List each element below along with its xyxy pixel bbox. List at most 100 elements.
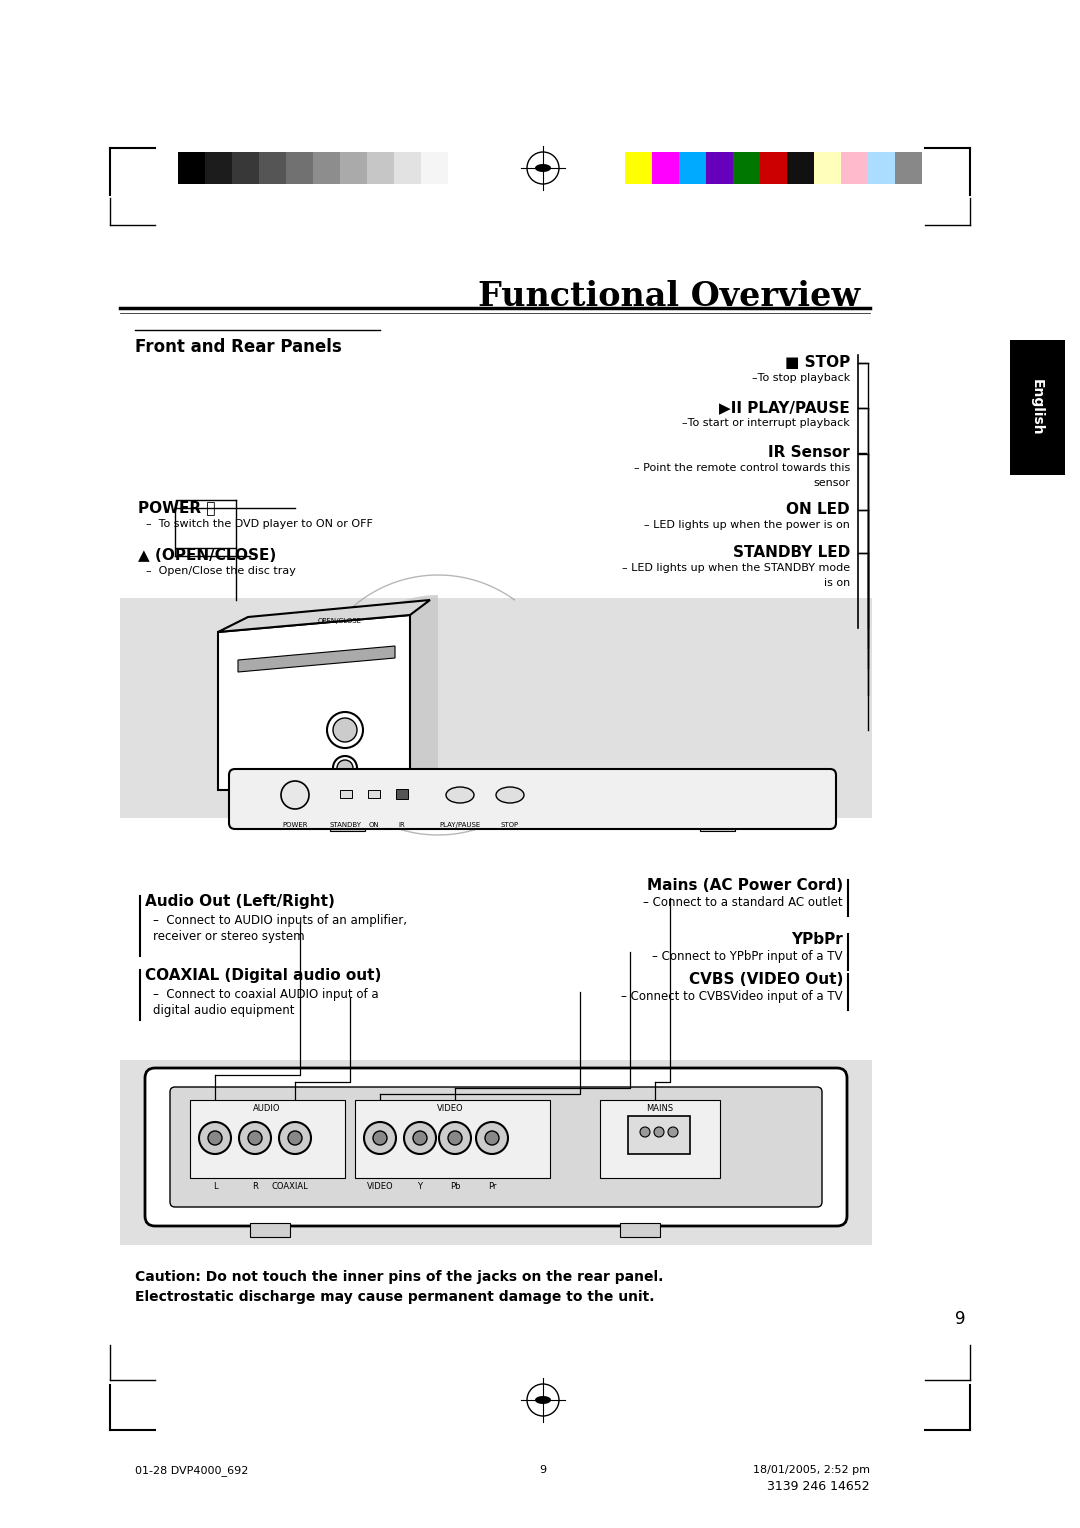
- Bar: [760, 151, 787, 183]
- Circle shape: [669, 1128, 678, 1137]
- Bar: [620, 1222, 660, 1238]
- Circle shape: [239, 1122, 271, 1154]
- Text: Pr: Pr: [488, 1183, 496, 1190]
- Bar: [205, 151, 232, 183]
- Text: ON LED: ON LED: [786, 503, 850, 516]
- Circle shape: [476, 1122, 508, 1154]
- Circle shape: [438, 1122, 471, 1154]
- Bar: [286, 151, 313, 183]
- Text: 9: 9: [539, 1465, 546, 1475]
- Text: L: L: [213, 1183, 217, 1190]
- Text: IR Sensor: IR Sensor: [768, 445, 850, 460]
- Bar: [625, 151, 652, 183]
- Text: YPbPr: YPbPr: [792, 932, 843, 947]
- Text: – Connect to YPbPr input of a TV: – Connect to YPbPr input of a TV: [652, 950, 843, 963]
- Bar: [368, 790, 380, 798]
- Text: Mains (AC Power Cord): Mains (AC Power Cord): [647, 879, 843, 892]
- Text: VIDEO: VIDEO: [367, 1183, 393, 1190]
- Text: COAXIAL: COAXIAL: [272, 1183, 309, 1190]
- Text: AUDIO: AUDIO: [253, 1105, 281, 1112]
- Text: 18/01/2005, 2:52 pm: 18/01/2005, 2:52 pm: [753, 1465, 870, 1475]
- Bar: [448, 151, 475, 183]
- Bar: [814, 151, 841, 183]
- Circle shape: [281, 781, 309, 808]
- FancyBboxPatch shape: [145, 1068, 847, 1225]
- Text: ▲ (OPEN/CLOSE): ▲ (OPEN/CLOSE): [138, 549, 276, 562]
- Text: Functional Overview: Functional Overview: [477, 280, 860, 313]
- Bar: [627, 1115, 690, 1154]
- Text: – Point the remote control towards this: – Point the remote control towards this: [634, 463, 850, 474]
- Circle shape: [279, 1122, 311, 1154]
- Bar: [868, 151, 895, 183]
- Bar: [355, 1100, 550, 1178]
- Text: R: R: [252, 1183, 258, 1190]
- Text: STOP: STOP: [501, 822, 519, 828]
- Circle shape: [654, 1128, 664, 1137]
- Bar: [841, 151, 868, 183]
- Circle shape: [404, 1122, 436, 1154]
- Bar: [340, 151, 367, 183]
- Ellipse shape: [496, 787, 524, 804]
- Text: – Connect to a standard AC outlet: – Connect to a standard AC outlet: [644, 895, 843, 909]
- Polygon shape: [218, 614, 410, 790]
- Text: ON: ON: [368, 822, 379, 828]
- Bar: [652, 151, 679, 183]
- Text: English: English: [1030, 379, 1044, 435]
- Text: IR: IR: [399, 822, 405, 828]
- Circle shape: [248, 1131, 262, 1144]
- Bar: [421, 151, 448, 183]
- Circle shape: [413, 1131, 427, 1144]
- Text: –To stop playback: –To stop playback: [752, 373, 850, 384]
- Circle shape: [640, 1128, 650, 1137]
- FancyBboxPatch shape: [229, 769, 836, 830]
- Text: 01-28 DVP4000_692: 01-28 DVP4000_692: [135, 1465, 248, 1476]
- Circle shape: [199, 1122, 231, 1154]
- Circle shape: [448, 1131, 462, 1144]
- Text: STANDBY LED: STANDBY LED: [732, 545, 850, 559]
- Text: –To start or interrupt playback: –To start or interrupt playback: [683, 419, 850, 428]
- Text: –  To switch the DVD player to ON or OFF: – To switch the DVD player to ON or OFF: [146, 520, 373, 529]
- Circle shape: [333, 718, 357, 743]
- Bar: [895, 151, 922, 183]
- Text: –  Connect to AUDIO inputs of an amplifier,: – Connect to AUDIO inputs of an amplifie…: [153, 914, 407, 927]
- Text: PLAY/PAUSE: PLAY/PAUSE: [440, 822, 481, 828]
- Bar: [259, 151, 286, 183]
- Bar: [178, 151, 205, 183]
- Bar: [787, 151, 814, 183]
- Bar: [313, 151, 340, 183]
- Text: STANDBY: STANDBY: [330, 822, 362, 828]
- FancyBboxPatch shape: [170, 1086, 822, 1207]
- Polygon shape: [238, 646, 395, 672]
- Text: COAXIAL (Digital audio out): COAXIAL (Digital audio out): [145, 969, 381, 983]
- Text: Caution: Do not touch the inner pins of the jacks on the rear panel.: Caution: Do not touch the inner pins of …: [135, 1270, 663, 1284]
- Text: Audio Out (Left/Right): Audio Out (Left/Right): [145, 894, 335, 909]
- Text: –  Connect to coaxial AUDIO input of a: – Connect to coaxial AUDIO input of a: [153, 989, 379, 1001]
- Bar: [367, 151, 394, 183]
- Text: 9: 9: [955, 1309, 966, 1328]
- Circle shape: [373, 1131, 387, 1144]
- Ellipse shape: [446, 787, 474, 804]
- Text: VIDEO: VIDEO: [436, 1105, 463, 1112]
- Bar: [120, 1060, 872, 1245]
- Bar: [120, 597, 872, 817]
- Circle shape: [288, 1131, 302, 1144]
- Text: POWER ⏻: POWER ⏻: [138, 500, 216, 515]
- Bar: [679, 151, 706, 183]
- Text: –  Open/Close the disc tray: – Open/Close the disc tray: [146, 565, 296, 576]
- Bar: [700, 821, 735, 831]
- Bar: [396, 788, 408, 799]
- Text: CVBS (VIDEO Out): CVBS (VIDEO Out): [689, 972, 843, 987]
- Polygon shape: [535, 1397, 551, 1404]
- Text: – LED lights up when the power is on: – LED lights up when the power is on: [644, 520, 850, 530]
- Text: receiver or stereo system: receiver or stereo system: [153, 931, 305, 943]
- Polygon shape: [218, 601, 430, 633]
- Circle shape: [485, 1131, 499, 1144]
- Bar: [330, 821, 365, 831]
- Polygon shape: [328, 594, 438, 814]
- Text: sensor: sensor: [813, 478, 850, 487]
- Text: digital audio equipment: digital audio equipment: [153, 1004, 295, 1018]
- Bar: [733, 151, 760, 183]
- Text: ■ STOP: ■ STOP: [785, 354, 850, 370]
- Text: Pb: Pb: [449, 1183, 460, 1190]
- Bar: [394, 151, 421, 183]
